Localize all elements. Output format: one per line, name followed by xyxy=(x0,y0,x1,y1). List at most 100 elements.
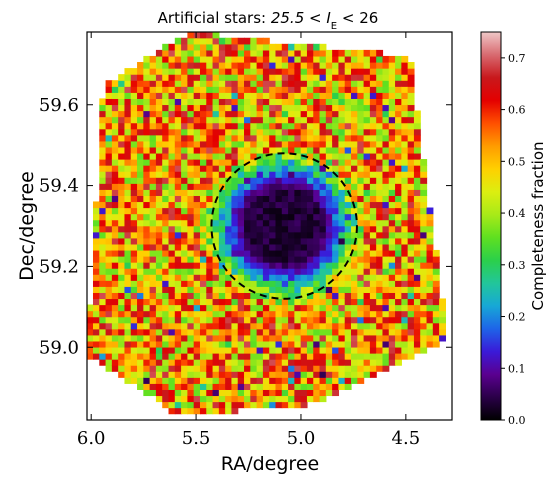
heatmap-cell xyxy=(105,171,113,178)
heatmap-cell xyxy=(168,171,176,178)
heatmap-cell xyxy=(162,371,170,378)
heatmap-cell xyxy=(288,183,295,190)
heatmap-cell xyxy=(193,86,201,93)
heatmap-cell xyxy=(269,262,277,269)
heatmap-cell xyxy=(250,110,258,118)
heatmap-cell xyxy=(269,383,277,390)
heatmap-cell xyxy=(288,134,295,142)
heatmap-cell xyxy=(149,243,157,251)
heatmap-cell xyxy=(218,237,226,245)
heatmap-cell xyxy=(275,159,283,166)
heatmap-cell xyxy=(332,110,340,118)
heatmap-cell xyxy=(363,159,371,166)
heatmap-cell xyxy=(225,86,233,93)
heatmap-cell xyxy=(149,365,157,372)
heatmap-cell xyxy=(426,334,434,342)
heatmap-cell xyxy=(193,237,201,245)
heatmap-cell xyxy=(395,225,402,233)
heatmap-cell xyxy=(357,122,365,130)
heatmap-cell xyxy=(162,334,170,342)
heatmap-cell xyxy=(199,262,207,269)
heatmap-cell xyxy=(269,395,277,403)
heatmap-cell xyxy=(99,310,107,318)
heatmap-cell xyxy=(193,274,201,281)
heatmap-cell xyxy=(420,328,428,336)
heatmap-cell xyxy=(357,274,365,281)
heatmap-cell xyxy=(325,383,333,390)
heatmap-cell xyxy=(225,359,233,366)
heatmap-cell xyxy=(92,304,100,312)
heatmap-cell xyxy=(199,86,207,93)
heatmap-cell xyxy=(218,395,226,403)
heatmap-cell xyxy=(137,328,144,336)
heatmap-cell xyxy=(250,177,258,184)
heatmap-cell xyxy=(288,122,295,130)
heatmap-cell xyxy=(111,177,119,184)
heatmap-cell xyxy=(300,256,308,263)
heatmap-cell xyxy=(369,171,377,178)
heatmap-cell xyxy=(118,256,126,263)
heatmap-cell xyxy=(250,213,258,221)
heatmap-cell xyxy=(105,334,113,342)
heatmap-cell xyxy=(256,140,264,148)
heatmap-cell xyxy=(262,80,270,87)
heatmap-cell xyxy=(162,177,170,184)
heatmap-cell xyxy=(388,262,396,269)
heatmap-cell xyxy=(401,280,409,287)
heatmap-cell xyxy=(388,219,396,227)
heatmap-cell xyxy=(388,140,396,148)
heatmap-cell xyxy=(395,256,402,263)
heatmap-cell xyxy=(237,262,245,269)
heatmap-cell xyxy=(313,140,321,148)
heatmap-cell xyxy=(325,249,333,257)
heatmap-cell xyxy=(244,298,251,306)
heatmap-cell xyxy=(199,310,207,318)
heatmap-cell xyxy=(262,195,270,203)
heatmap-cell xyxy=(395,62,402,69)
heatmap-cell xyxy=(187,62,195,69)
heatmap-cell xyxy=(231,201,239,209)
heatmap-cell xyxy=(212,128,220,136)
heatmap-cell xyxy=(325,340,333,348)
heatmap-cell xyxy=(351,165,358,172)
heatmap-cell xyxy=(162,389,170,397)
heatmap-cell xyxy=(111,268,119,275)
heatmap-cell xyxy=(143,365,151,372)
heatmap-cell xyxy=(332,268,340,275)
heatmap-cell xyxy=(262,353,270,360)
heatmap-cell xyxy=(357,365,365,372)
heatmap-cell xyxy=(250,116,258,124)
heatmap-cell xyxy=(155,98,163,106)
heatmap-cell xyxy=(413,340,421,348)
heatmap-cell xyxy=(281,286,289,293)
heatmap-cell xyxy=(363,183,371,190)
heatmap-cell xyxy=(193,171,201,178)
heatmap-cell xyxy=(137,371,144,378)
heatmap-cell xyxy=(187,334,195,342)
heatmap-cell xyxy=(269,183,277,190)
heatmap-cell xyxy=(369,62,377,69)
heatmap-cell xyxy=(294,219,302,227)
heatmap-cell xyxy=(300,177,308,184)
heatmap-cell xyxy=(193,62,201,69)
heatmap-cell xyxy=(118,92,126,99)
heatmap-cell xyxy=(244,389,251,397)
heatmap-cell xyxy=(338,249,346,257)
heatmap-cell xyxy=(168,371,176,378)
heatmap-cell xyxy=(376,74,384,81)
heatmap-cell xyxy=(281,165,289,172)
heatmap-cell xyxy=(401,62,409,69)
heatmap-cell xyxy=(187,128,195,136)
heatmap-cell xyxy=(187,383,195,390)
heatmap-cell xyxy=(306,371,314,378)
heatmap-cell xyxy=(313,334,321,342)
heatmap-cell xyxy=(351,195,358,203)
heatmap-cell xyxy=(218,62,226,69)
heatmap-cell xyxy=(420,171,428,178)
heatmap-cell xyxy=(256,86,264,93)
heatmap-cell xyxy=(181,55,188,63)
heatmap-cell xyxy=(118,140,126,148)
heatmap-cell xyxy=(262,92,270,99)
heatmap-cell xyxy=(313,49,321,57)
heatmap-cell xyxy=(306,353,314,360)
